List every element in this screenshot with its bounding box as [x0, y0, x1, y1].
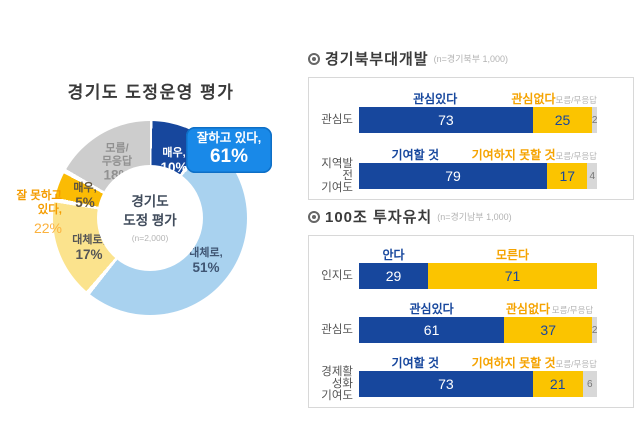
bar-row-regional-contribution: 지역발전 기여도 기여할 것 기여하지 못할 것 모름/무응답 79 17 4 — [313, 146, 599, 194]
panel-header: 경기북부대개발 (n=경기북부 1,000) — [308, 48, 634, 69]
slice-label-somewhat-negative: 대체로, 17% — [72, 234, 105, 262]
positive-segment-label: 안다 — [382, 248, 405, 262]
slice-name: 매우, — [162, 146, 186, 159]
stacked-bar: 73 21 6 — [359, 371, 597, 397]
segment-labels: 안다 모른다 — [359, 246, 597, 262]
segment-labels: 기여할 것 기여하지 못할 것 모름/무응답 — [359, 354, 597, 370]
bar-column: 기여할 것 기여하지 못할 것 모름/무응답 79 17 4 — [359, 146, 597, 189]
positive-segment-label: 기여할 것 — [391, 356, 440, 370]
panel-chart-box: 인지도 안다 모른다 29 71 관심도 — [308, 235, 634, 408]
stacked-bar: 79 17 4 — [359, 163, 597, 189]
panel-north-gyeonggi-development: 경기북부대개발 (n=경기북부 1,000) 관심도 관심있다 관심없다 모름/… — [308, 48, 634, 200]
slice-label-very-negative: 매우, 5% — [73, 182, 96, 210]
bar-column: 관심있다 관심없다 모름/무응답 73 25 2 — [359, 90, 597, 133]
bar-row-economic-contribution: 경제활성화 기여도 기여할 것 기여하지 못할 것 모름/무응답 73 21 6 — [313, 354, 599, 402]
donut-chart-title: 경기도 도정운영 평가 — [67, 83, 235, 102]
panel-title: 경기북부대개발 — [325, 51, 429, 68]
row-category-label: 인지도 — [321, 270, 353, 282]
negative-value: 22% — [33, 219, 62, 236]
row-category-label: 지역발전 기여도 — [321, 158, 353, 194]
positive-segment-label: 기여할 것 — [391, 148, 440, 162]
bar-row-awareness: 인지도 안다 모른다 29 71 — [313, 246, 599, 289]
positive-segment: 79 — [359, 163, 548, 189]
negative-segment: 17 — [547, 163, 588, 189]
segment-labels: 기여할 것 기여하지 못할 것 모름/무응답 — [359, 146, 597, 162]
positive-total-callout: 잘하고 있다, 61% — [186, 127, 272, 173]
dontknow-segment: 2 — [592, 107, 597, 133]
negative-segment-label: 기여하지 못할 것 — [471, 148, 556, 162]
panel-100tn-investment: 100조 투자유치 (n=경기남부 1,000) 인지도 안다 모른다 29 7… — [308, 206, 634, 408]
negative-segment: 25 — [532, 107, 593, 133]
slice-name: 대체로, — [189, 246, 223, 259]
bar-column: 기여할 것 기여하지 못할 것 모름/무응답 73 21 6 — [359, 354, 597, 397]
panel-chart-box: 관심도 관심있다 관심없다 모름/무응답 73 25 2 지역발전 기여도 — [308, 77, 634, 200]
panel-sample-size: (n=경기북부 1,000) — [433, 54, 509, 64]
slice-label-somewhat-positive: 대체로, 51% — [189, 247, 222, 275]
positive-segment-label: 관심있다 — [413, 92, 458, 106]
stacked-bar: 29 71 — [359, 263, 597, 289]
segment-labels: 관심있다 관심없다 모름/무응답 — [359, 300, 597, 316]
bar-column: 안다 모른다 29 71 — [359, 246, 597, 289]
dontknow-segment: 6 — [582, 371, 597, 397]
bar-column: 관심있다 관심없다 모름/무응답 61 37 2 — [359, 300, 597, 343]
callout-value: 61% — [209, 145, 249, 167]
bullet-circle-icon — [308, 52, 320, 65]
panel-sample-size: (n=경기남부 1,000) — [437, 212, 512, 222]
positive-segment: 61 — [359, 317, 505, 343]
callout-label: 잘하고 있다, — [196, 131, 262, 146]
positive-segment: 73 — [359, 371, 533, 397]
donut-center-title: 경기도 도정 평가 — [123, 194, 177, 228]
positive-segment: 29 — [359, 263, 429, 289]
dontknow-segment: 2 — [592, 317, 597, 343]
bullet-circle-icon — [308, 210, 320, 223]
negative-segment-label: 관심없다 — [511, 92, 556, 106]
dontknow-segment-label: 모름/무응답 — [555, 95, 597, 105]
negative-segment-label: 모른다 — [495, 248, 530, 262]
dontknow-segment-label: 모름/무응답 — [555, 151, 597, 161]
slice-name: 매우, — [73, 181, 97, 194]
slice-value: 17% — [75, 246, 103, 262]
dontknow-segment-label: 모름/무응답 — [551, 305, 594, 315]
slice-value: 5% — [75, 194, 95, 210]
negative-segment: 37 — [504, 317, 593, 343]
slice-name: 대체로, — [72, 233, 106, 246]
bar-row-interest: 관심도 관심있다 관심없다 모름/무응답 61 37 2 — [313, 300, 599, 343]
panel-title: 100조 투자유치 — [325, 209, 433, 226]
segment-labels: 관심있다 관심없다 모름/무응답 — [359, 90, 597, 106]
negative-segment: 71 — [428, 263, 597, 289]
positive-segment-label: 관심있다 — [409, 302, 454, 316]
dontknow-segment-label: 모름/무응답 — [555, 359, 597, 369]
donut-center: 경기도 도정 평가 (n=2,000) — [97, 165, 203, 271]
slice-value: 51% — [192, 259, 220, 275]
dontknow-segment: 4 — [587, 163, 597, 189]
row-category-label: 관심도 — [321, 114, 353, 126]
positive-segment: 73 — [359, 107, 533, 133]
panel-header: 100조 투자유치 (n=경기남부 1,000) — [308, 206, 634, 227]
stacked-bar: 73 25 2 — [359, 107, 597, 133]
row-category-label: 경제활성화 기여도 — [321, 366, 353, 402]
negative-total-annotation: 잘 못하고 있다, 22% — [0, 189, 62, 236]
slice-name: 모름/ 무응답 — [101, 142, 133, 168]
negative-label: 잘 못하고 있다, — [16, 190, 62, 217]
donut-sample-size: (n=2,000) — [131, 232, 169, 243]
row-category-label: 관심도 — [321, 324, 353, 336]
negative-segment-label: 관심없다 — [505, 302, 551, 316]
stacked-bar: 61 37 2 — [359, 317, 597, 343]
bar-row-interest: 관심도 관심있다 관심없다 모름/무응답 73 25 2 — [313, 90, 599, 133]
negative-segment-label: 기여하지 못할 것 — [471, 356, 556, 370]
negative-segment: 21 — [532, 371, 583, 397]
